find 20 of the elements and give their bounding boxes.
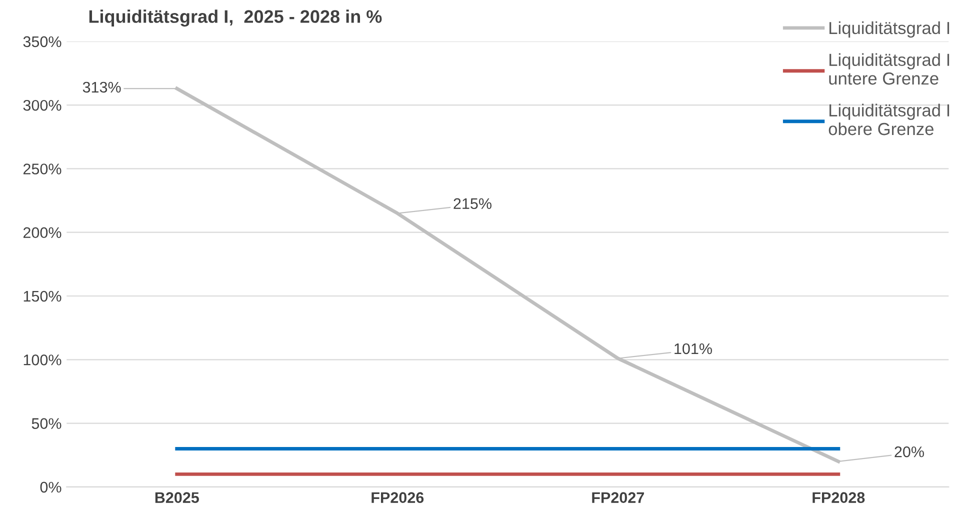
data-label: 313% [82,82,121,93]
y-tick-label: 350% [23,36,62,48]
y-tick-label: 300% [23,100,62,111]
data-label: 20% [894,446,924,458]
legend-label: Liquiditätsgrad I untere Grenze [829,53,950,85]
x-tick-label: FP2026 [372,492,424,504]
x-tick-label: B2025 [155,492,199,504]
data-label: 215% [454,198,492,210]
y-tick-label: 250% [23,164,62,174]
x-tick-label: FP2028 [812,492,865,504]
legend-label: Liquiditätsgrad I obere Grenze [828,104,950,136]
y-tick-label: 0% [40,482,62,493]
data-label: 101% [674,343,712,354]
x-tick-label: FP2027 [592,492,644,504]
y-tick-label: 150% [24,290,62,302]
legend-label: Liquiditätsgrad I [830,21,950,38]
y-tick-label: 50% [32,418,62,429]
y-tick-label: 200% [23,227,62,238]
y-tick-label: 100% [24,354,62,366]
chart-title: Liquiditätsgrad I, 2025 - 2028 in % [89,10,382,27]
